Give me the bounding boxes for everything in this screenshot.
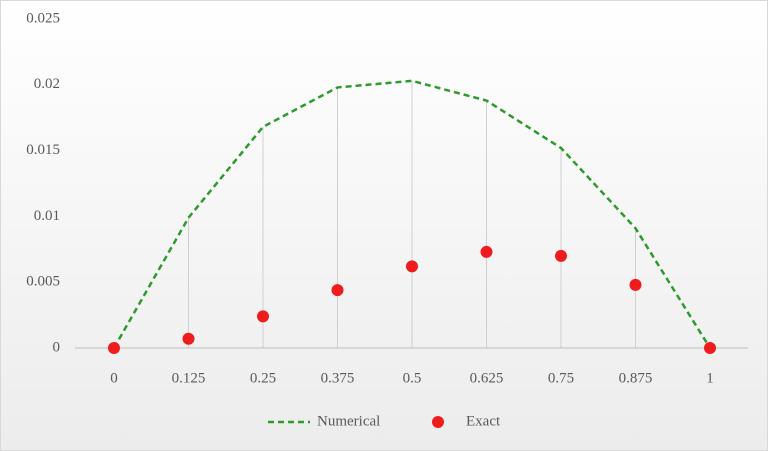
y-tick-label: 0.02 — [34, 76, 60, 92]
x-tick-label: 0.875 — [619, 370, 653, 386]
legend-swatch — [432, 416, 444, 428]
x-tick-label: 0 — [110, 370, 118, 386]
x-tick-label: 1 — [706, 370, 714, 386]
legend-label: Exact — [466, 413, 501, 429]
x-tick-label: 0.75 — [548, 370, 574, 386]
y-tick-label: 0.005 — [26, 274, 60, 290]
x-tick-label: 0.625 — [470, 370, 504, 386]
point — [406, 260, 418, 273]
point — [704, 342, 716, 354]
point — [257, 310, 269, 323]
y-tick-label: 0.015 — [26, 142, 60, 158]
point — [629, 278, 642, 291]
y-tick-label: 0 — [53, 339, 61, 355]
legend-label: Numerical — [317, 413, 380, 429]
line-series — [112, 79, 712, 349]
point — [182, 332, 195, 345]
x-tick-label: 0.125 — [172, 370, 206, 386]
y-tick-label: 0.025 — [26, 10, 60, 26]
point — [480, 245, 493, 258]
x-tick-label: 0.25 — [250, 370, 276, 386]
x-tick-label: 0.375 — [321, 370, 355, 386]
point — [331, 284, 344, 297]
x-tick-label: 0.5 — [403, 370, 422, 386]
point — [108, 342, 120, 354]
point — [555, 249, 567, 262]
y-tick-label: 0.01 — [34, 208, 60, 224]
